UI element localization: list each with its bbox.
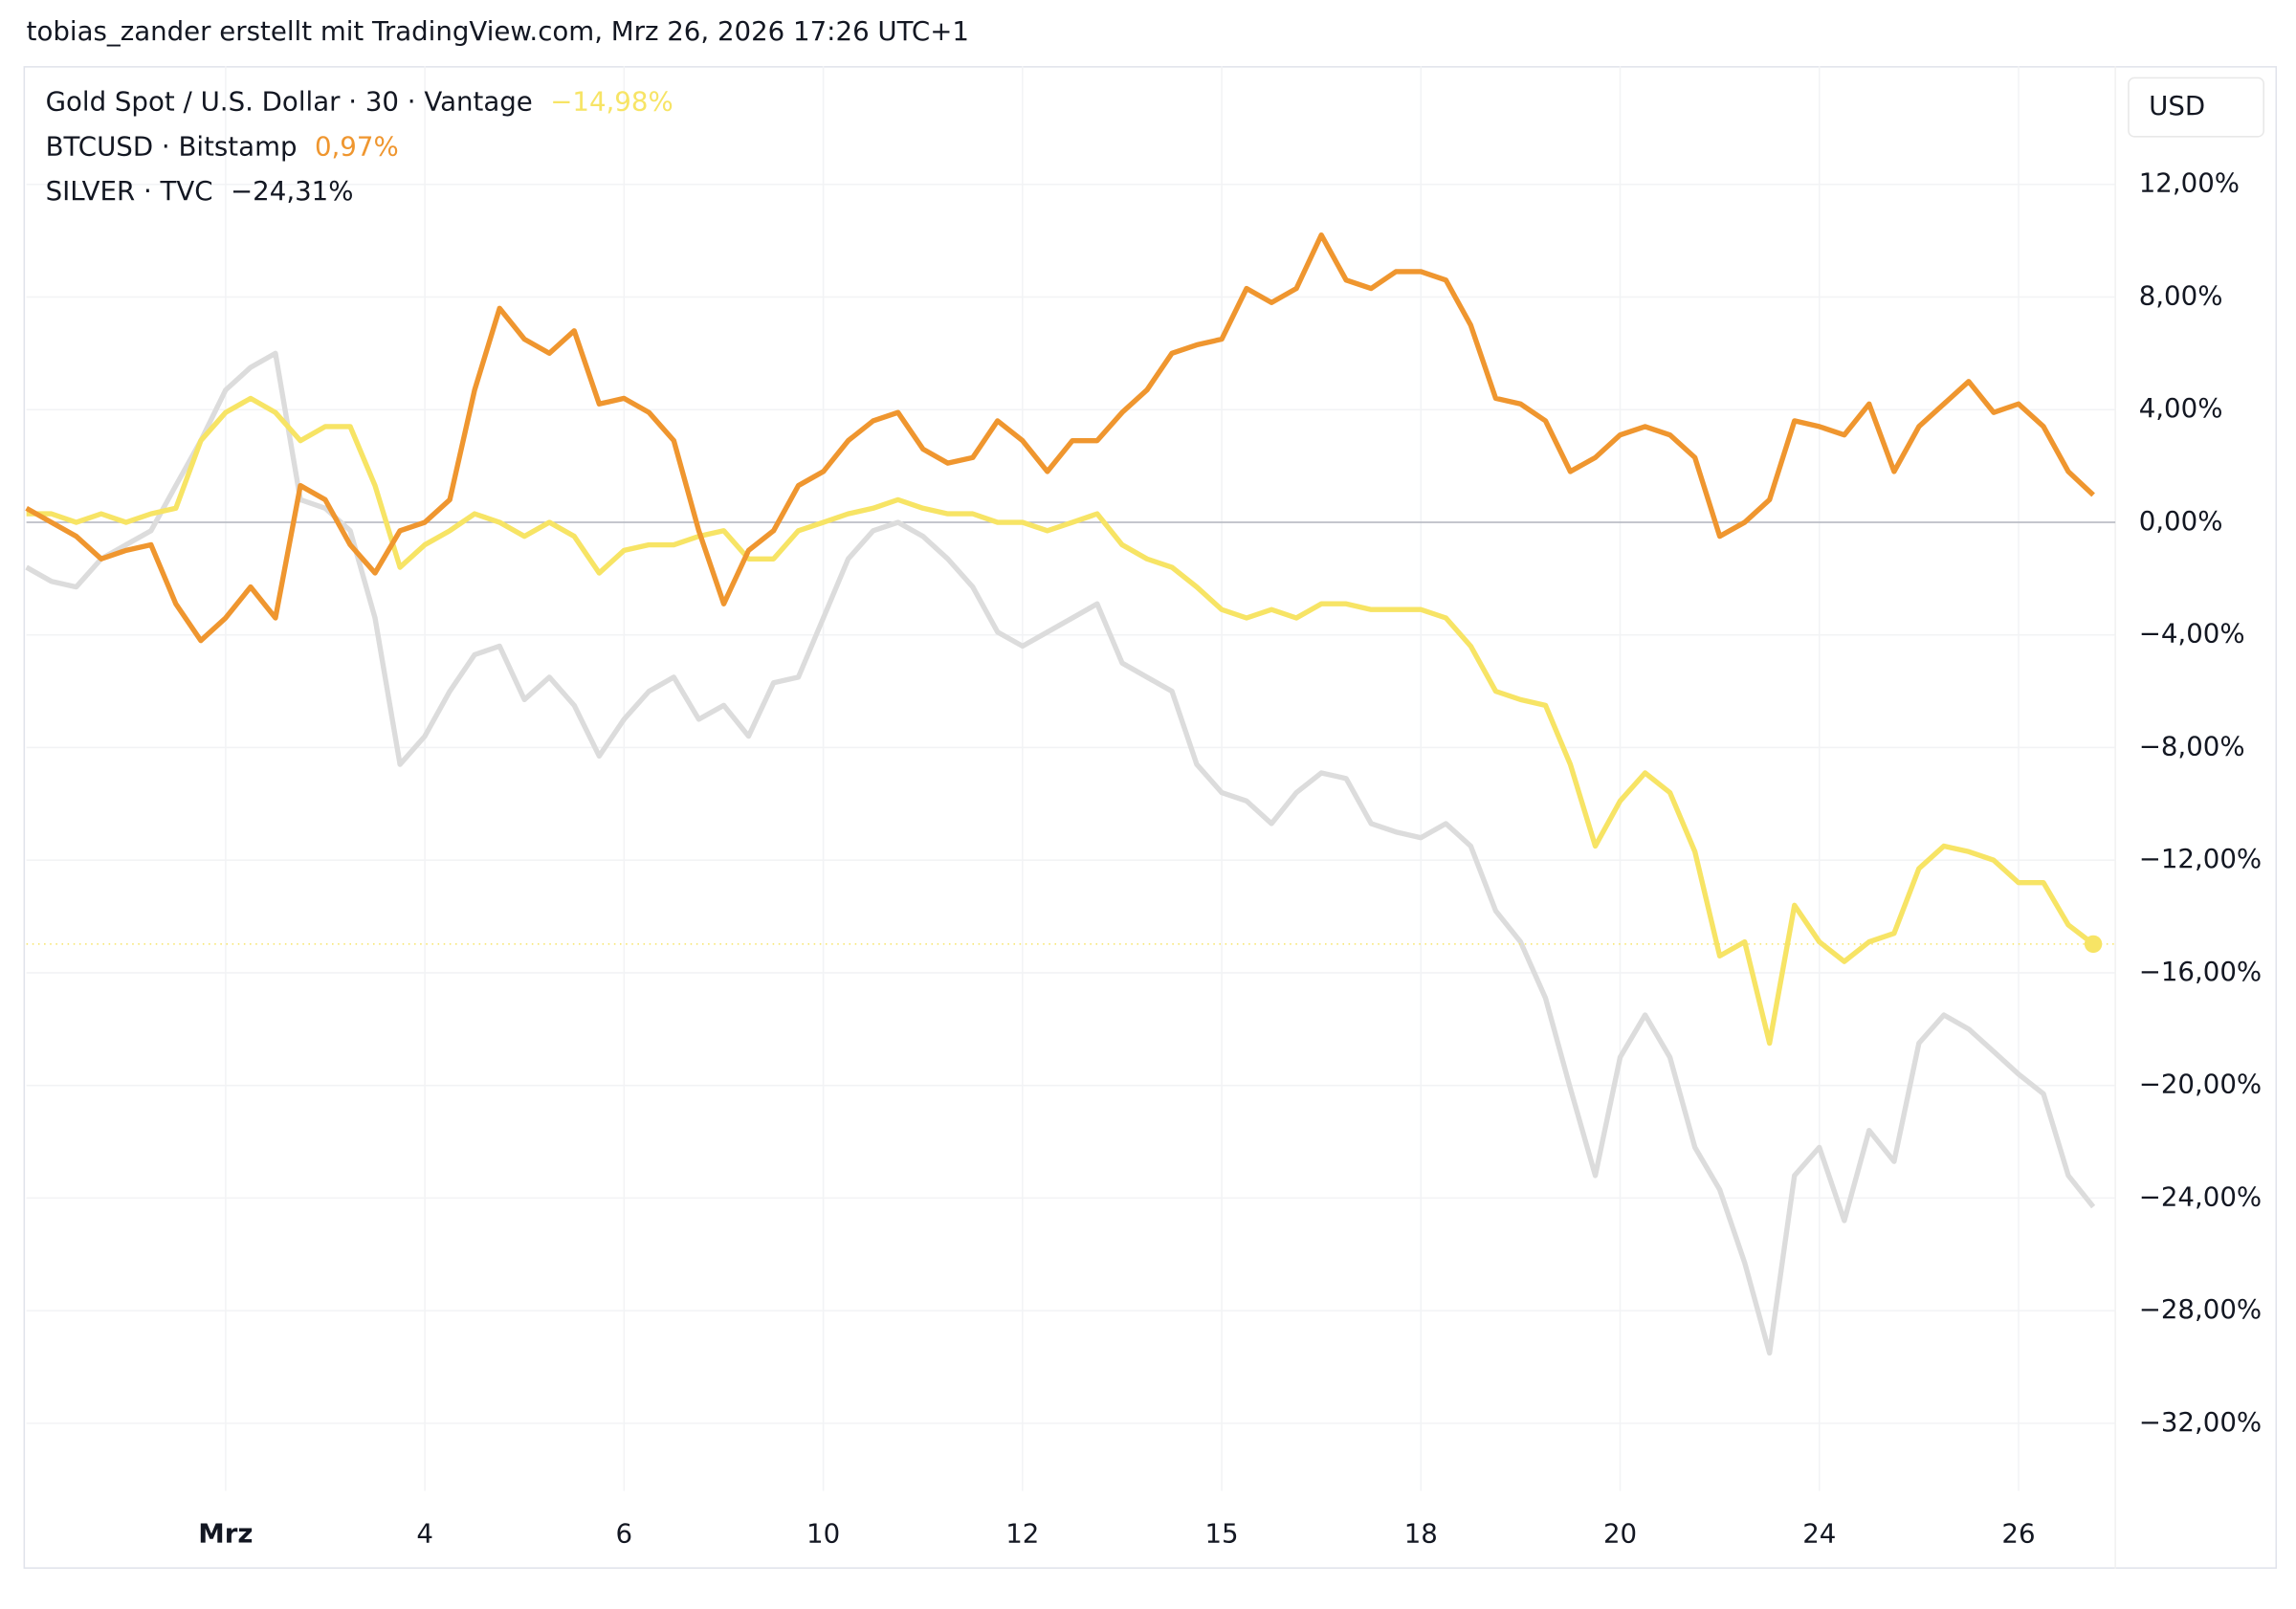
series-line xyxy=(26,395,2095,1047)
currency-label: USD xyxy=(2149,90,2205,121)
y-tick-label: −16,00% xyxy=(2139,956,2262,987)
x-tick-label: 6 xyxy=(616,1518,633,1550)
series-line xyxy=(25,231,2095,644)
x-tick-label: 26 xyxy=(2001,1518,2035,1550)
legend-value: −24,31% xyxy=(231,175,353,207)
currency-box[interactable] xyxy=(2128,77,2264,138)
legend-name: SILVER · TVC xyxy=(46,175,213,207)
y-tick-label: −4,00% xyxy=(2139,618,2245,650)
x-tick-label: 4 xyxy=(416,1518,433,1550)
y-tick-label: −32,00% xyxy=(2139,1406,2262,1438)
series-line xyxy=(25,350,2096,1356)
y-tick-label: 0,00% xyxy=(2139,505,2223,537)
x-tick-label: 10 xyxy=(806,1518,840,1550)
y-tick-label: 8,00% xyxy=(2139,279,2223,311)
legend-value: −14,98% xyxy=(550,85,673,117)
legend-name: Gold Spot / U.S. Dollar · 30 · Vantage xyxy=(46,85,533,117)
x-tick-label: 18 xyxy=(1404,1518,1438,1550)
y-tick-label: −8,00% xyxy=(2139,730,2245,761)
x-tick-label: Mrz xyxy=(198,1518,253,1550)
legend-value: 0,97% xyxy=(315,130,399,162)
last-point xyxy=(2084,935,2103,954)
header-title: tobias_zander erstellt mit TradingView.c… xyxy=(27,15,969,47)
x-tick-label: 15 xyxy=(1204,1518,1238,1550)
legend-entry[interactable]: Gold Spot / U.S. Dollar · 30 · Vantage −1… xyxy=(46,85,673,117)
y-tick-label: 12,00% xyxy=(2139,167,2240,199)
y-tick-label: −12,00% xyxy=(2139,843,2262,874)
y-tick-label: −28,00% xyxy=(2139,1293,2262,1325)
y-tick-label: 4,00% xyxy=(2139,392,2223,424)
y-tick-label: −20,00% xyxy=(2139,1069,2262,1100)
x-tick-label: 12 xyxy=(1005,1518,1039,1550)
x-tick-label: 20 xyxy=(1603,1518,1637,1550)
legend-entry[interactable]: SILVER · TVC −24,31% xyxy=(46,175,354,207)
legend-entry[interactable]: BTCUSD · Bitstamp 0,97% xyxy=(46,130,399,162)
legend-name: BTCUSD · Bitstamp xyxy=(46,130,298,162)
x-tick-label: 24 xyxy=(1802,1518,1836,1550)
y-tick-label: −24,00% xyxy=(2139,1180,2262,1212)
chart-frame xyxy=(23,66,2278,1569)
